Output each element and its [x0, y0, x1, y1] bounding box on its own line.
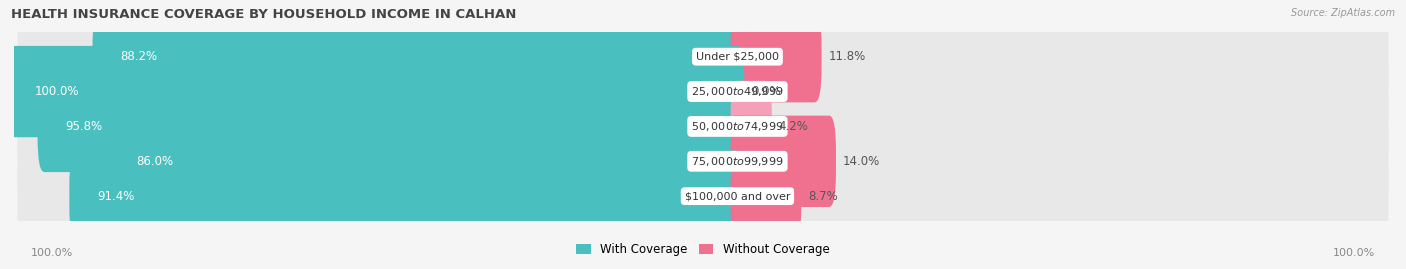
- FancyBboxPatch shape: [731, 81, 772, 172]
- FancyBboxPatch shape: [731, 11, 821, 102]
- Text: 100.0%: 100.0%: [35, 85, 79, 98]
- Legend: With Coverage, Without Coverage: With Coverage, Without Coverage: [576, 243, 830, 256]
- Text: Under $25,000: Under $25,000: [696, 52, 779, 62]
- FancyBboxPatch shape: [93, 11, 744, 102]
- FancyBboxPatch shape: [17, 97, 1389, 226]
- FancyBboxPatch shape: [17, 131, 1389, 261]
- FancyBboxPatch shape: [17, 27, 1389, 156]
- FancyBboxPatch shape: [17, 0, 1389, 122]
- Text: 11.8%: 11.8%: [828, 50, 866, 63]
- Text: 8.7%: 8.7%: [808, 190, 838, 203]
- Text: 88.2%: 88.2%: [120, 50, 157, 63]
- Text: $25,000 to $49,999: $25,000 to $49,999: [692, 85, 783, 98]
- Text: 0.0%: 0.0%: [751, 85, 780, 98]
- FancyBboxPatch shape: [7, 46, 744, 137]
- Text: $75,000 to $99,999: $75,000 to $99,999: [692, 155, 783, 168]
- Text: 100.0%: 100.0%: [1333, 248, 1375, 258]
- Text: HEALTH INSURANCE COVERAGE BY HOUSEHOLD INCOME IN CALHAN: HEALTH INSURANCE COVERAGE BY HOUSEHOLD I…: [11, 8, 516, 21]
- Text: 86.0%: 86.0%: [136, 155, 173, 168]
- Text: $100,000 and over: $100,000 and over: [685, 191, 790, 201]
- FancyBboxPatch shape: [731, 116, 837, 207]
- FancyBboxPatch shape: [69, 150, 744, 242]
- FancyBboxPatch shape: [38, 81, 744, 172]
- FancyBboxPatch shape: [17, 62, 1389, 191]
- Text: 91.4%: 91.4%: [97, 190, 135, 203]
- Text: $50,000 to $74,999: $50,000 to $74,999: [692, 120, 783, 133]
- Text: 95.8%: 95.8%: [65, 120, 103, 133]
- FancyBboxPatch shape: [108, 116, 744, 207]
- Text: 4.2%: 4.2%: [779, 120, 808, 133]
- FancyBboxPatch shape: [731, 150, 801, 242]
- Text: 14.0%: 14.0%: [842, 155, 880, 168]
- Text: 100.0%: 100.0%: [31, 248, 73, 258]
- Text: Source: ZipAtlas.com: Source: ZipAtlas.com: [1291, 8, 1395, 18]
